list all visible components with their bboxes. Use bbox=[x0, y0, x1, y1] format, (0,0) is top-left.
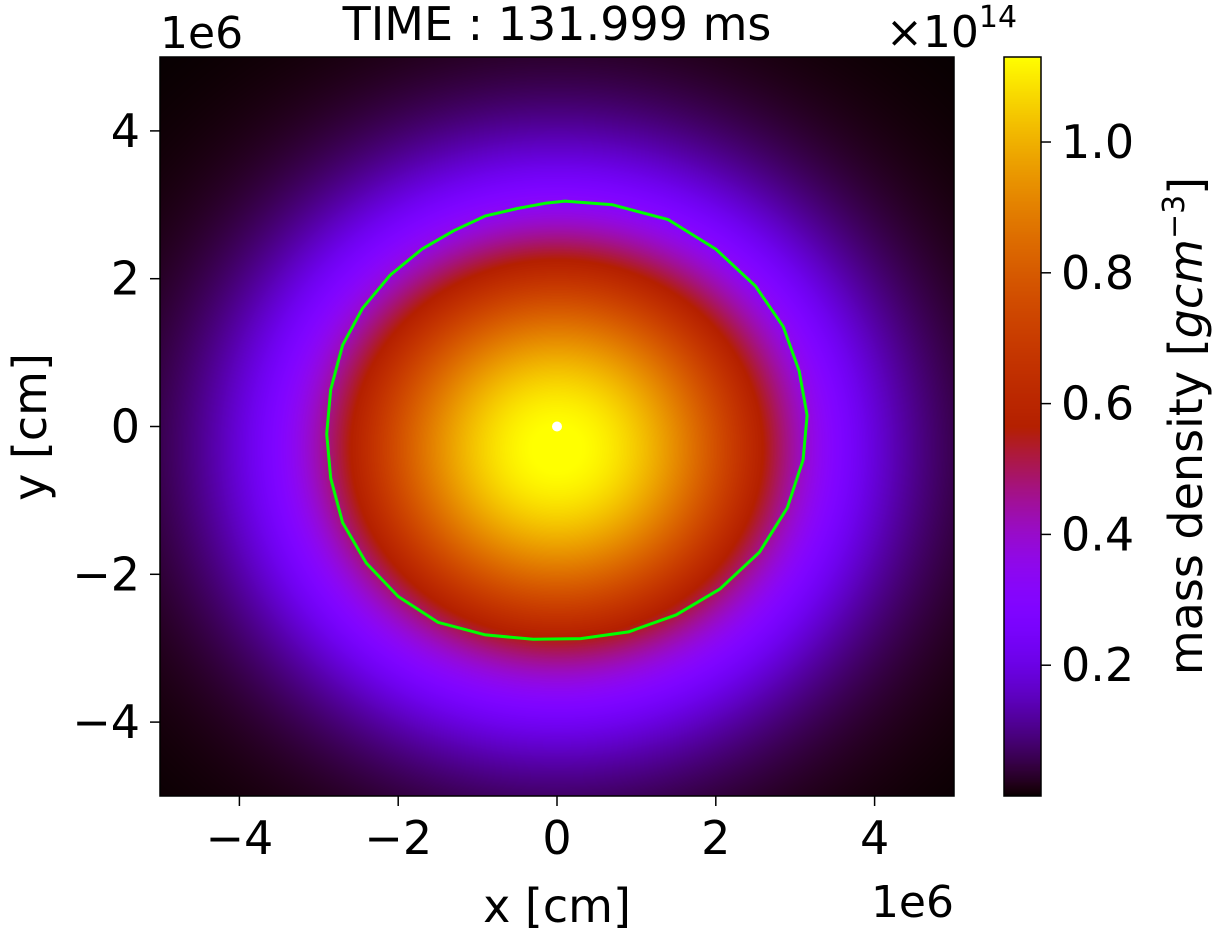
y-tick-label: −4 bbox=[72, 695, 140, 749]
center-marker bbox=[552, 421, 562, 432]
y-tick-label: 2 bbox=[111, 252, 140, 306]
y-tick-label: 0 bbox=[111, 400, 140, 454]
colorbar-ticks: 0.2 0.4 0.6 0.8 1.0 bbox=[1041, 115, 1134, 692]
colorbar-label-main: mass density [ bbox=[1159, 338, 1213, 675]
colorbar-label-close: ] bbox=[1159, 177, 1213, 195]
colorbar-frame bbox=[1003, 56, 1042, 797]
colorbar-label-exponent: −3 bbox=[1157, 195, 1192, 239]
y-axis-ticks: −4 −2 0 2 4 bbox=[72, 104, 160, 749]
x-axis-label: x [cm] bbox=[483, 879, 631, 931]
colorbar-offset: ×1014 bbox=[886, 0, 1017, 58]
x-tick-label: 4 bbox=[860, 811, 889, 865]
y-axis-label: y [cm] bbox=[3, 353, 57, 501]
contour-line bbox=[325, 199, 809, 641]
x-axis-multiplier: 1e6 bbox=[871, 877, 954, 928]
colorbar: 0.2 0.4 0.6 0.8 1.0 ×1014 mass density [gcm−… bbox=[886, 0, 1213, 797]
x-tick-label: 0 bbox=[542, 811, 571, 865]
y-tick-label: −2 bbox=[72, 547, 140, 601]
y-axis-multiplier: 1e6 bbox=[160, 8, 243, 59]
x-tick-label: −4 bbox=[205, 811, 273, 865]
colorbar-offset-base: ×10 bbox=[886, 7, 979, 58]
chart-title: TIME : 131.999 ms bbox=[342, 0, 772, 51]
colorbar-tick-label: 0.4 bbox=[1061, 507, 1134, 561]
colorbar-tick-label: 0.6 bbox=[1061, 377, 1134, 431]
colorbar-label-math: gcm bbox=[1159, 239, 1213, 338]
x-tick-label: −2 bbox=[364, 811, 432, 865]
plot-area: −4 −2 0 2 4 −4 −2 0 2 4 bbox=[72, 56, 955, 865]
colorbar-tick-label: 0.2 bbox=[1061, 638, 1134, 692]
colorbar-gradient bbox=[1004, 57, 1041, 796]
y-tick-label: 4 bbox=[111, 104, 140, 158]
x-tick-label: 2 bbox=[701, 811, 730, 865]
colorbar-label: mass density [gcm−3] bbox=[1157, 177, 1213, 675]
colorbar-offset-exponent: 14 bbox=[979, 0, 1017, 35]
colorbar-tick-label: 1.0 bbox=[1061, 115, 1134, 169]
x-axis-ticks: −4 −2 0 2 4 bbox=[205, 796, 889, 865]
colorbar-tick-label: 0.8 bbox=[1061, 246, 1134, 300]
